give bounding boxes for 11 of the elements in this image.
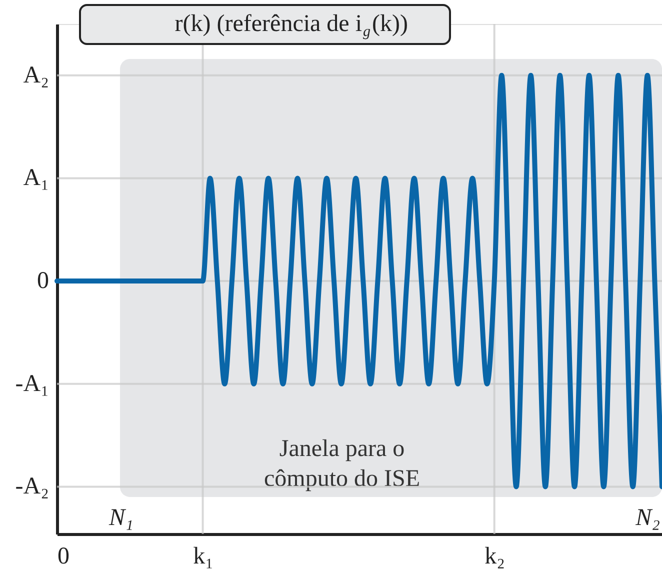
ref-line-label: -A₂: [15, 474, 49, 500]
x-tick-label: k₂: [484, 544, 506, 570]
band-label: Janela para o cômputo do ISE: [264, 436, 420, 492]
ref-line-label: A₂: [23, 62, 49, 88]
ref-line-label: 0: [37, 268, 49, 294]
text: N₁: [108, 505, 134, 531]
x-tick-label: k₁: [193, 544, 214, 570]
text: N₂: [634, 505, 660, 531]
ref-line-label: A₁: [23, 165, 49, 192]
ref-line-label: -A₁: [15, 370, 49, 397]
x-tick-label: 0: [58, 544, 70, 570]
